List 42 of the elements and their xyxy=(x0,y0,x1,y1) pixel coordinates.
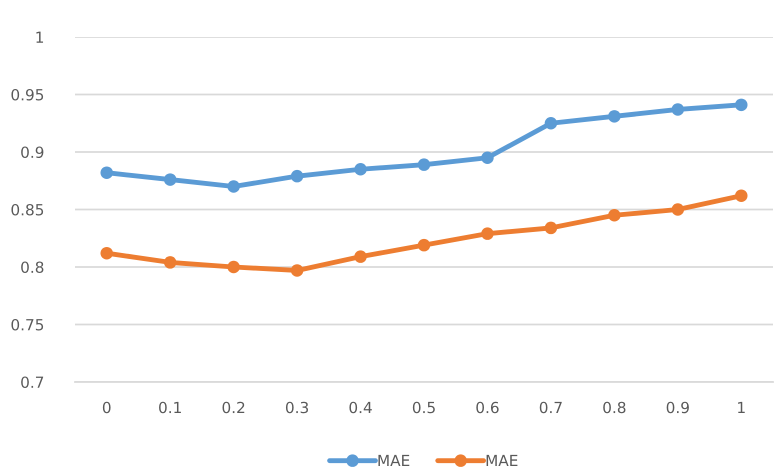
y-tick-label: 0.9 xyxy=(21,146,44,158)
x-tick-label: 0.4 xyxy=(349,402,372,414)
y-tick-label: 0.95 xyxy=(11,88,44,101)
legend-label: MAE xyxy=(378,454,410,466)
y-tick-label: 0.7 xyxy=(21,376,44,388)
point xyxy=(227,180,240,193)
point xyxy=(608,209,621,222)
x-tick-label: 0.6 xyxy=(476,402,499,414)
x-tick-label: 0.7 xyxy=(540,402,562,414)
x-tick-label: 0.5 xyxy=(412,402,435,414)
point xyxy=(100,166,113,179)
point xyxy=(481,227,494,240)
y-tick-label: 0.75 xyxy=(11,318,44,331)
point xyxy=(672,203,684,216)
point xyxy=(735,189,748,202)
point xyxy=(481,152,494,164)
point xyxy=(418,238,430,252)
legend-label: MAE xyxy=(486,454,518,466)
x-tick-label: 0 xyxy=(102,402,111,414)
point xyxy=(608,110,621,123)
point xyxy=(354,163,367,176)
x-tick-label: 1 xyxy=(738,402,745,414)
point xyxy=(100,246,113,260)
point xyxy=(418,158,430,171)
point xyxy=(672,103,684,116)
x-tick-label: 0.9 xyxy=(666,402,689,414)
x-tick-label: 0.3 xyxy=(286,402,308,414)
point xyxy=(544,117,558,130)
point xyxy=(164,256,176,269)
point xyxy=(227,260,240,274)
x-tick-label: 0.8 xyxy=(603,402,626,414)
x-tick-label: 0.1 xyxy=(159,402,181,414)
y-tick-label: 0.85 xyxy=(11,204,44,216)
point xyxy=(544,222,558,234)
x-tick-label: 0.2 xyxy=(222,402,244,414)
point xyxy=(354,250,367,263)
point xyxy=(290,170,304,182)
point xyxy=(164,173,176,186)
y-tick-label: 0.8 xyxy=(21,261,44,274)
point xyxy=(735,98,748,112)
point xyxy=(290,264,304,277)
y-tick-label: 1 xyxy=(36,32,44,43)
